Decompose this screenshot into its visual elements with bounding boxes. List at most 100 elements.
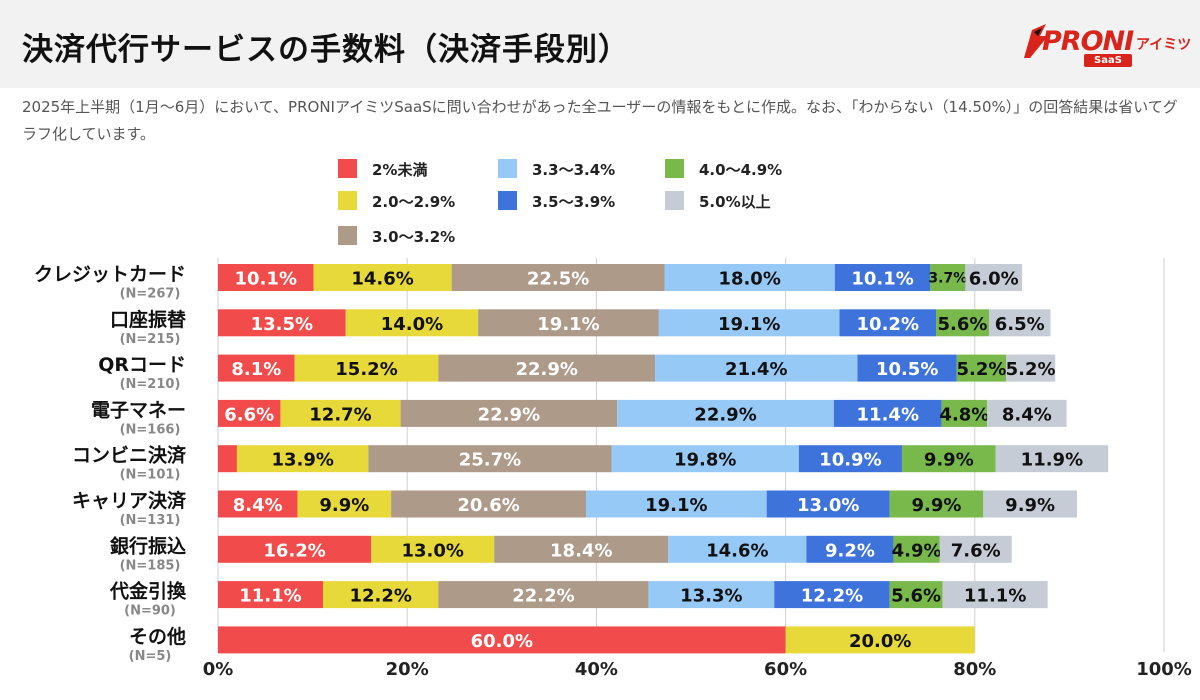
- data-label: 6.0%: [969, 269, 1019, 290]
- bar-segment: [313, 264, 452, 291]
- legend-swatch: [498, 191, 517, 210]
- x-tick-label: 80%: [953, 659, 996, 680]
- bar-segment: [280, 399, 401, 427]
- data-label: 9.2%: [825, 540, 875, 561]
- bar-segment: [965, 264, 1023, 291]
- category-n-label: (N=185): [120, 558, 181, 573]
- data-label: 25.7%: [459, 450, 521, 471]
- category-label: 代金引換: [109, 580, 187, 603]
- bar-segment: [323, 581, 439, 609]
- bar-segment: [585, 490, 767, 518]
- data-label: 13.0%: [402, 540, 464, 561]
- bar-segment: [1006, 354, 1056, 382]
- bar-segment: [668, 535, 807, 563]
- bar-segment: [806, 535, 894, 563]
- data-label: 13.5%: [251, 314, 313, 335]
- data-label: 22.9%: [478, 404, 540, 425]
- bar-segment: [368, 445, 612, 473]
- x-tick-label: 100%: [1136, 659, 1192, 680]
- data-label: 5.2%: [956, 359, 1006, 380]
- data-label: 8.1%: [231, 359, 281, 380]
- data-label: 18.0%: [718, 269, 780, 290]
- bar-segment: [939, 535, 1012, 563]
- bar-segment: [218, 490, 298, 518]
- data-label: 9.9%: [924, 450, 974, 471]
- bar-segment: [936, 309, 989, 337]
- proni-logo: PRONI アイミツ SaaS: [1020, 22, 1191, 72]
- bar-segment: [995, 445, 1109, 473]
- legend-swatch: [338, 191, 357, 210]
- data-label: 13.3%: [680, 586, 742, 607]
- bar-segment: [941, 399, 988, 427]
- bar-segment: [218, 399, 281, 427]
- data-label: 12.2%: [349, 586, 411, 607]
- bar-segment: [451, 264, 665, 291]
- bar-segment: [857, 354, 957, 382]
- legend-swatch: [498, 159, 517, 178]
- bar-segment: [617, 399, 834, 427]
- data-label: 14.6%: [706, 540, 768, 561]
- data-label: 13.0%: [797, 495, 859, 516]
- bar-segment: [371, 535, 495, 563]
- bar-segment: [236, 445, 369, 473]
- chart-note: 2025年上半期（1月〜6月）において、PRONIアイミツSaaSに問い合わせが…: [22, 98, 1178, 143]
- data-label: 19.1%: [537, 314, 599, 335]
- bar-segment: [218, 264, 314, 291]
- data-label: 16.2%: [263, 540, 325, 561]
- data-label: 20.0%: [849, 631, 911, 652]
- bar-segment: [218, 535, 372, 563]
- legend-swatch: [338, 226, 357, 245]
- category-label: コンビニ決済: [72, 444, 187, 467]
- bar-segment: [930, 264, 966, 291]
- bar-segment: [893, 535, 940, 563]
- legend-label: 3.5〜3.9%: [532, 193, 616, 211]
- data-label: 9.9%: [912, 495, 962, 516]
- legend-swatch: [665, 191, 684, 210]
- data-label: 9.9%: [1005, 495, 1055, 516]
- bar-segment: [889, 581, 943, 609]
- data-label: 7.6%: [951, 540, 1001, 561]
- bar-segment: [218, 626, 786, 654]
- data-label: 13.9%: [271, 450, 333, 471]
- bar-segment: [798, 445, 902, 473]
- x-tick-label: 20%: [386, 659, 429, 680]
- category-label: キャリア決済: [72, 489, 187, 512]
- bar-segment: [839, 309, 937, 337]
- bar-segment: [956, 354, 1007, 382]
- legend-label: 3.3〜3.4%: [532, 161, 616, 179]
- x-tick-label: 40%: [575, 659, 618, 680]
- bar-segment: [400, 399, 618, 427]
- bar-segment: [766, 490, 890, 518]
- data-label: 8.4%: [233, 495, 283, 516]
- bar-segment: [218, 354, 295, 382]
- bar-segment: [785, 626, 975, 654]
- category-label: QRコード: [98, 354, 186, 376]
- data-label: 22.9%: [694, 404, 756, 425]
- bar-segment: [218, 445, 237, 473]
- data-label: 12.7%: [309, 404, 371, 425]
- category-label: 口座振替: [110, 308, 187, 331]
- data-label: 20.6%: [457, 495, 519, 516]
- logo-brand: PRONI: [1042, 26, 1134, 57]
- data-label: 19.1%: [645, 495, 707, 516]
- logo-saas-badge: SaaS: [1084, 54, 1132, 67]
- data-label: 22.2%: [512, 586, 574, 607]
- data-label: 12.2%: [801, 586, 863, 607]
- logo-kana: アイミツ: [1136, 37, 1192, 53]
- data-label: 10.5%: [876, 359, 938, 380]
- legend-label: 5.0%以上: [699, 193, 771, 211]
- bar-segment: [297, 490, 392, 518]
- legend-label: 2.0〜2.9%: [372, 193, 456, 211]
- data-label: 6.6%: [224, 404, 274, 425]
- category-n-label: (N=215): [120, 332, 181, 347]
- bar-segment: [391, 490, 586, 518]
- category-label: クレジットカード: [34, 264, 186, 286]
- category-n-label: (N=5): [129, 649, 172, 664]
- data-label: 15.2%: [335, 359, 397, 380]
- page-title: 決済代行サービスの手数料（決済手段別）: [22, 32, 630, 68]
- data-label: 21.4%: [725, 359, 787, 380]
- category-label: 電子マネー: [91, 399, 186, 421]
- data-label: 11.4%: [857, 404, 919, 425]
- bar-segment: [438, 354, 656, 382]
